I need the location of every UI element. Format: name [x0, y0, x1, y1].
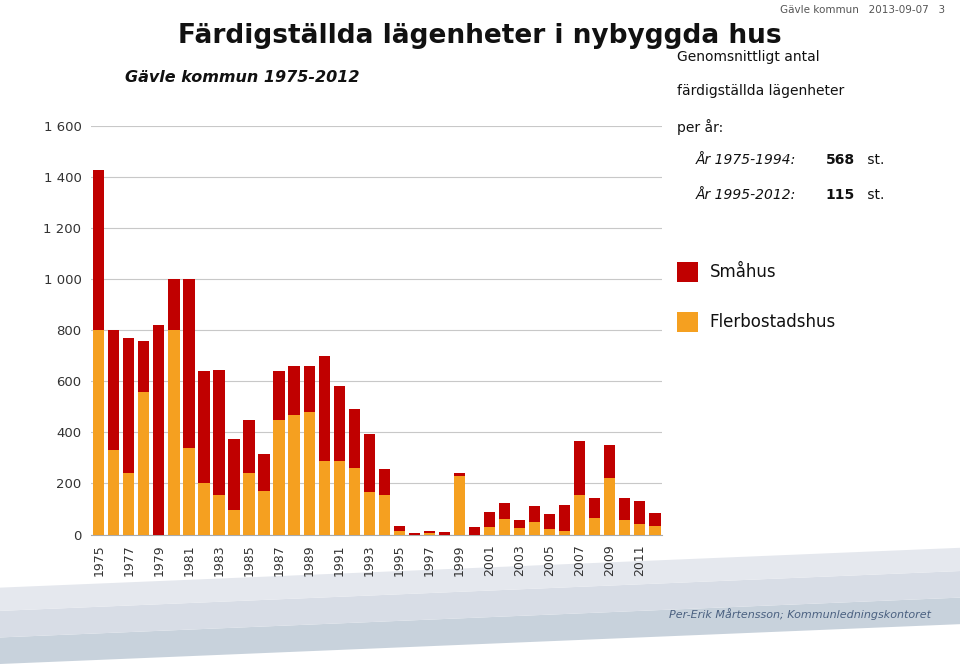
Bar [138, 392, 150, 535]
Text: per år:: per år: [677, 119, 723, 135]
Text: färdigställda lägenheter: färdigställda lägenheter [677, 84, 844, 98]
Bar [619, 497, 631, 521]
Text: Småhus: Småhus [709, 263, 776, 282]
Bar [484, 511, 495, 527]
Bar [559, 531, 570, 535]
Bar [108, 330, 119, 450]
Bar [604, 478, 615, 535]
Bar [544, 514, 555, 529]
Bar [303, 412, 315, 535]
Bar [93, 330, 105, 535]
Bar [649, 526, 660, 535]
Text: Per-Erik Mårtensson; Kommunledningskontoret: Per-Erik Mårtensson; Kommunledningskonto… [669, 608, 931, 620]
Bar [183, 280, 195, 448]
Bar [289, 366, 300, 414]
Bar [439, 532, 450, 535]
Bar [635, 501, 645, 525]
Bar [123, 338, 134, 473]
Bar [423, 533, 435, 535]
Bar [499, 503, 510, 519]
Bar [319, 461, 330, 535]
Bar [409, 533, 420, 535]
Bar [619, 521, 631, 535]
Bar [183, 448, 195, 535]
Text: År 1995-2012:: År 1995-2012: [696, 188, 801, 202]
Bar [604, 445, 615, 478]
Bar [274, 420, 285, 535]
Bar [454, 476, 465, 535]
Bar [574, 442, 586, 495]
Bar [484, 527, 495, 535]
Text: Färdigställda lägenheter i nybyggda hus: Färdigställda lägenheter i nybyggda hus [179, 23, 781, 49]
Bar [544, 529, 555, 535]
Text: st.: st. [863, 188, 884, 202]
Text: Flerbostadshus: Flerbostadshus [709, 313, 836, 331]
Bar [574, 495, 586, 535]
Bar [199, 371, 209, 483]
Bar [228, 439, 240, 510]
Bar [108, 450, 119, 535]
Bar [394, 531, 405, 535]
Bar [589, 518, 600, 535]
Bar [559, 505, 570, 531]
Bar [589, 497, 600, 518]
Bar [348, 468, 360, 535]
Bar [529, 522, 540, 535]
Bar [168, 330, 180, 535]
Bar [423, 531, 435, 533]
Bar [244, 420, 254, 473]
Bar [168, 280, 180, 330]
Text: År 1975-1994:: År 1975-1994: [696, 153, 801, 167]
Text: Gävle kommun 1975-2012: Gävle kommun 1975-2012 [125, 70, 359, 85]
Text: Gävle kommun   2013-09-07   3: Gävle kommun 2013-09-07 3 [780, 5, 946, 15]
Bar [378, 495, 390, 535]
Bar [289, 414, 300, 535]
Text: st.: st. [863, 153, 884, 167]
Bar [378, 469, 390, 495]
Bar [499, 519, 510, 535]
Bar [93, 169, 105, 330]
Bar [213, 370, 225, 495]
Bar [228, 510, 240, 535]
Bar [258, 454, 270, 491]
Bar [258, 491, 270, 535]
Bar [364, 434, 375, 493]
Bar [333, 461, 345, 535]
Bar [364, 493, 375, 535]
Bar [454, 473, 465, 476]
Text: 568: 568 [826, 153, 854, 167]
Bar [529, 507, 540, 522]
Bar [213, 495, 225, 535]
Bar [635, 525, 645, 535]
Bar [649, 513, 660, 526]
Bar [138, 341, 150, 392]
Bar [244, 473, 254, 535]
Bar [154, 325, 164, 535]
Bar [348, 410, 360, 468]
Text: Genomsnittligt antal: Genomsnittligt antal [677, 50, 820, 64]
Bar [199, 483, 209, 535]
Bar [319, 356, 330, 461]
Bar [514, 528, 525, 535]
Bar [333, 386, 345, 461]
Bar [274, 371, 285, 420]
Bar [468, 527, 480, 535]
Bar [123, 473, 134, 535]
Bar [514, 521, 525, 528]
Text: 115: 115 [826, 188, 854, 202]
Bar [394, 526, 405, 531]
Bar [303, 366, 315, 412]
